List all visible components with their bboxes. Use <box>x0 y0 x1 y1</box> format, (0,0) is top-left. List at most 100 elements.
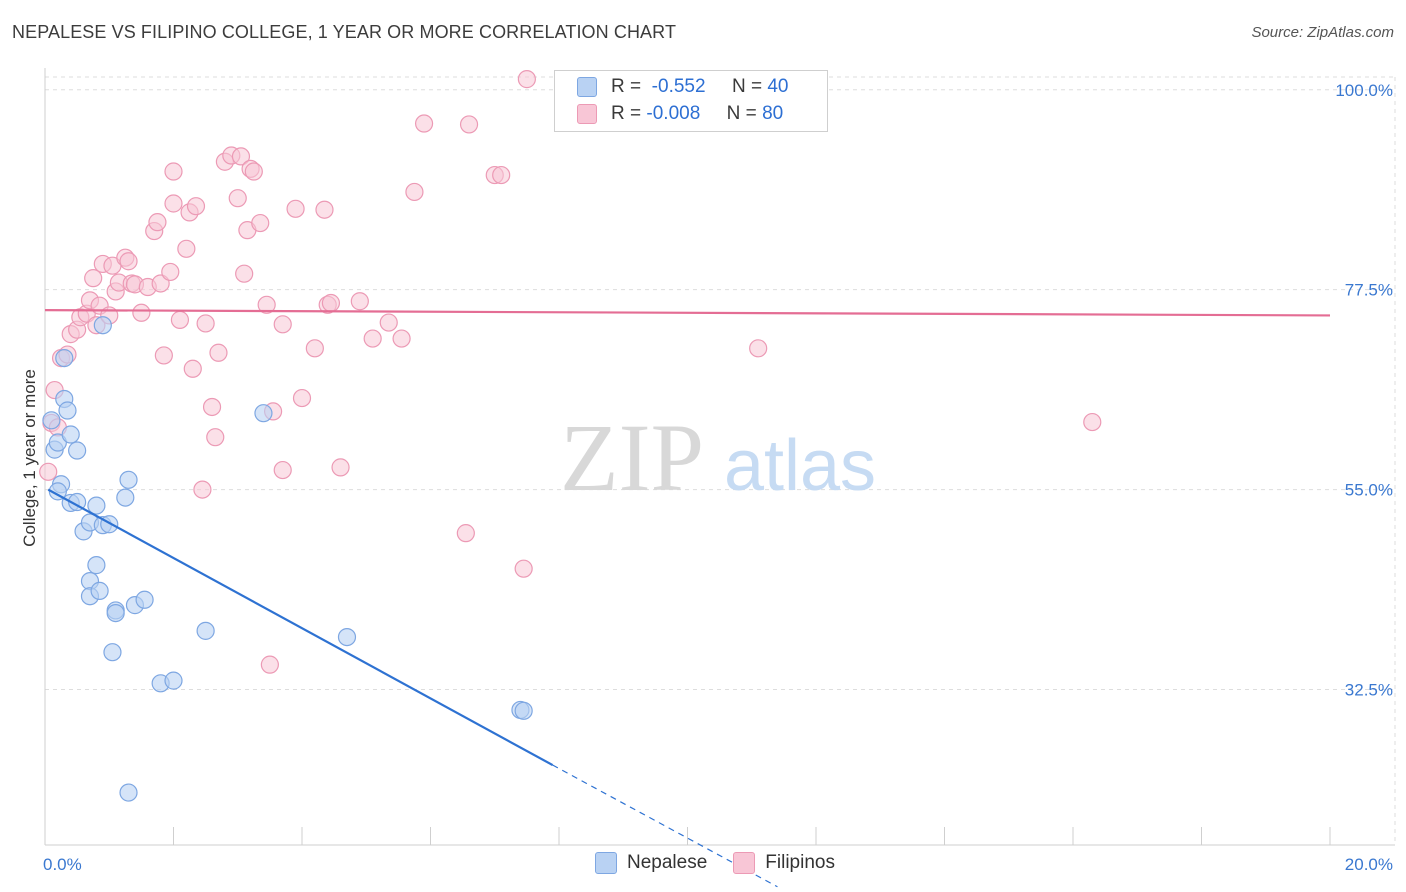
n-label: N = <box>726 103 757 124</box>
y-tick-label: 100.0% <box>1335 81 1393 100</box>
nepalese-point <box>196 621 215 640</box>
filipino-point <box>414 114 434 133</box>
n-value-nepalese: 40 <box>767 76 789 97</box>
filipino-point <box>273 315 292 334</box>
n-label: N = <box>731 76 763 97</box>
x-tick-label: 20.0% <box>1345 855 1393 874</box>
filipino-point <box>186 197 206 216</box>
filipino-point <box>209 343 228 362</box>
nepalese-point <box>42 411 61 430</box>
filipinos-swatch <box>577 104 597 124</box>
filipino-point <box>164 162 183 181</box>
correlation-legend: R = -0.552 N = 40 R = -0.008 N = 80 <box>554 70 828 132</box>
filipino-points <box>39 70 1102 674</box>
nepalese-swatch <box>577 77 597 97</box>
grid-lines <box>45 76 1396 845</box>
nepalese-legend-swatch <box>595 852 617 874</box>
nepalese-point <box>514 701 533 720</box>
nepalese-point <box>337 627 357 647</box>
r-value-nepalese: -0.552 <box>651 76 706 97</box>
filipino-point <box>244 162 263 181</box>
chart-title: NEPALESE VS FILIPINO COLLEGE, 1 YEAR OR … <box>12 22 677 42</box>
source-label: Source: ZipAtlas.com <box>1251 24 1394 41</box>
nepalese-point <box>55 348 74 368</box>
nepalese-point <box>106 603 125 623</box>
filipino-point <box>517 70 536 89</box>
filipino-point <box>363 329 382 348</box>
filipino-point <box>286 199 305 218</box>
nepalese-point <box>164 671 183 690</box>
nepalese-point <box>87 556 106 575</box>
y-tick-label: 77.5% <box>1345 281 1393 300</box>
watermark: ZIP atlas <box>560 404 876 511</box>
filipino-point <box>202 397 222 417</box>
filipino-point <box>273 460 292 480</box>
filipino-point <box>459 115 479 134</box>
filipino-point <box>148 213 167 232</box>
legend-row-nepalese: R = -0.552 N = 40 <box>577 75 788 99</box>
filipino-point <box>206 428 225 447</box>
nepalese-point <box>93 316 112 335</box>
axes <box>44 68 1395 846</box>
nepalese-point <box>135 590 154 609</box>
filipino-point <box>350 292 369 311</box>
nepalese-point <box>87 496 106 515</box>
nepalese-point <box>119 470 138 489</box>
nepalese-point <box>68 492 87 512</box>
filipino-point <box>305 339 324 358</box>
r-value-filipinos: -0.008 <box>646 103 701 124</box>
filipino-point <box>749 339 768 358</box>
nepalese-points <box>42 316 533 802</box>
filipino-point <box>193 480 212 499</box>
nepalese-point <box>100 515 119 534</box>
filipino-point <box>164 194 183 213</box>
tick-labels: 32.5% 55.0% 77.5% 100.0% 0.0% 20.0% <box>43 81 1393 874</box>
legend-item-filipinos[interactable]: Filipinos <box>733 852 835 874</box>
nepalese-trend-line <box>47 488 554 766</box>
filipino-point <box>154 346 173 365</box>
filipino-point <box>260 655 279 674</box>
n-value-filipinos: 80 <box>762 103 784 124</box>
x-tick-label: 0.0% <box>43 855 82 874</box>
filipino-point <box>39 462 58 481</box>
legend-label-filipinos: Filipinos <box>765 852 835 873</box>
filipino-point <box>235 264 254 283</box>
filipino-point <box>177 239 196 258</box>
nepalese-point <box>68 441 87 460</box>
watermark-atlas: atlas <box>724 426 876 506</box>
filipino-trend-line <box>44 309 1331 317</box>
filipino-point <box>392 329 411 348</box>
filipino-point <box>251 213 270 233</box>
filipinos-legend-swatch <box>733 852 756 874</box>
filipino-point <box>492 165 511 185</box>
legend-row-filipinos: R = -0.008 N = 80 <box>577 102 783 126</box>
filipino-point <box>183 359 202 378</box>
filipino-point <box>456 524 475 543</box>
nepalese-point <box>61 425 80 444</box>
nepalese-point <box>116 488 135 507</box>
filipino-point <box>231 147 251 166</box>
filipino-point <box>161 262 180 282</box>
filipino-point <box>514 559 533 578</box>
filipino-point <box>405 182 424 202</box>
filipino-point <box>331 458 350 477</box>
r-label: R = <box>611 76 642 97</box>
legend-label-nepalese: Nepalese <box>627 852 708 873</box>
legend-item-nepalese[interactable]: Nepalese <box>595 852 707 874</box>
nepalese-point <box>254 404 273 423</box>
filipino-point <box>257 295 276 314</box>
nepalese-point <box>48 433 67 452</box>
filipino-point <box>196 314 215 333</box>
trend-lines <box>44 309 1331 888</box>
filipino-point <box>292 388 312 408</box>
watermark-zip: ZIP <box>560 404 704 511</box>
r-label: R = <box>611 103 642 124</box>
filipino-point <box>119 252 138 271</box>
nepalese-point <box>119 783 138 802</box>
filipino-point <box>132 303 151 322</box>
nepalese-point <box>90 581 109 600</box>
nepalese-point <box>58 401 77 420</box>
filipino-point <box>1083 412 1102 432</box>
nepalese-point <box>103 643 122 662</box>
filipino-point <box>315 200 334 219</box>
